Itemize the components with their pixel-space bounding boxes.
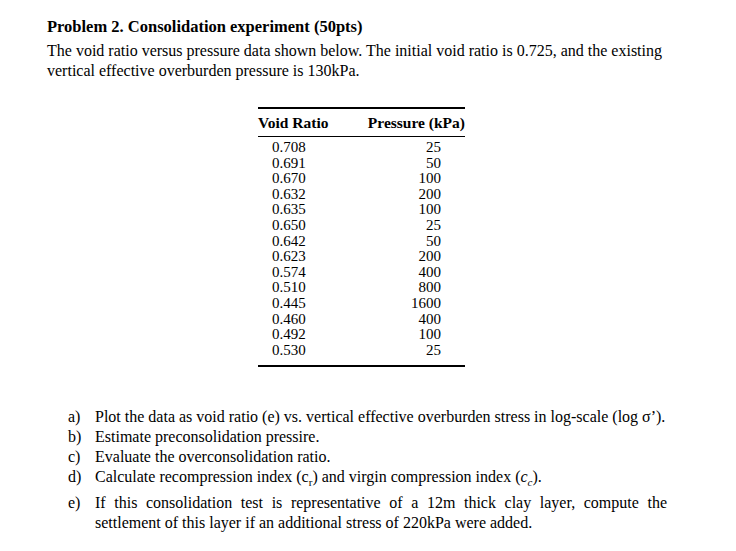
document-page: Problem 2. Consolidation experiment (50p… (0, 0, 736, 533)
table-body: 0.708250.691500.6701000.6322000.6351000.… (258, 137, 465, 367)
table-row: 0.69150 (258, 156, 465, 172)
void-ratio-pressure-table: Void Ratio Pressure (kPa) 0.708250.69150… (258, 107, 465, 367)
void-ratio-cell: 0.574 (258, 265, 345, 281)
pressure-cell: 200 (345, 249, 465, 265)
pressure-cell: 1600 (345, 296, 465, 312)
question-text: Evaluate the overconsolidation ratio. (95, 447, 667, 467)
table-row: 0.623200 (258, 249, 465, 265)
problem-title: Problem 2. Consolidation experiment (50p… (47, 17, 667, 37)
table-row: 0.70825 (258, 137, 465, 156)
pressure-cell: 25 (345, 343, 465, 367)
pressure-cell: 800 (345, 280, 465, 296)
question-item: a)Plot the data as void ratio (e) vs. ve… (68, 407, 667, 427)
void-ratio-cell: 0.632 (258, 187, 345, 203)
table-row: 0.510800 (258, 280, 465, 296)
pressure-cell: 400 (345, 265, 465, 281)
table-header-row: Void Ratio Pressure (kPa) (258, 108, 465, 137)
pressure-cell: 100 (345, 202, 465, 218)
question-item: b)Estimate preconsolidation pressire. (68, 427, 667, 447)
question-item: d)Calculate recompression index (cr) and… (68, 467, 667, 492)
table-row: 0.632200 (258, 187, 465, 203)
question-text: Calculate recompression index (cr) and v… (95, 467, 667, 492)
table-row: 0.65025 (258, 218, 465, 234)
question-label: c) (68, 447, 95, 467)
question-label: e) (68, 493, 95, 533)
pressure-column-header: Pressure (kPa) (345, 108, 465, 137)
void-ratio-cell: 0.635 (258, 202, 345, 218)
void-ratio-cell: 0.510 (258, 280, 345, 296)
pressure-cell: 25 (345, 137, 465, 156)
pressure-cell: 400 (345, 312, 465, 328)
void-ratio-cell: 0.530 (258, 343, 345, 367)
void-ratio-cell: 0.650 (258, 218, 345, 234)
pressure-cell: 100 (345, 171, 465, 187)
pressure-cell: 200 (345, 187, 465, 203)
questions-list: a)Plot the data as void ratio (e) vs. ve… (68, 407, 667, 532)
question-text: If this consolidation test is representa… (95, 493, 667, 533)
void-ratio-cell: 0.623 (258, 249, 345, 265)
table-row: 0.64250 (258, 234, 465, 250)
void-ratio-cell: 0.460 (258, 312, 345, 328)
question-label: b) (68, 427, 95, 447)
table-row: 0.492100 (258, 327, 465, 343)
question-item: e)If this consolidation test is represen… (68, 493, 667, 533)
void-ratio-cell: 0.445 (258, 296, 345, 312)
table-row: 0.635100 (258, 202, 465, 218)
void-ratio-cell: 0.691 (258, 156, 345, 172)
pressure-cell: 100 (345, 327, 465, 343)
void-ratio-cell: 0.670 (258, 171, 345, 187)
void-ratio-cell: 0.642 (258, 234, 345, 250)
void-ratio-cell: 0.708 (258, 137, 345, 156)
pressure-cell: 50 (345, 234, 465, 250)
question-label: d) (68, 467, 95, 492)
table-row: 0.460400 (258, 312, 465, 328)
question-text: Plot the data as void ratio (e) vs. vert… (95, 407, 667, 427)
question-label: a) (68, 407, 95, 427)
pressure-cell: 50 (345, 156, 465, 172)
table-row: 0.4451600 (258, 296, 465, 312)
table-row: 0.670100 (258, 171, 465, 187)
problem-intro: The void ratio versus pressure data show… (47, 41, 665, 81)
table-row: 0.574400 (258, 265, 465, 281)
question-item: c)Evaluate the overconsolidation ratio. (68, 447, 667, 467)
table-row: 0.53025 (258, 343, 465, 367)
void-ratio-cell: 0.492 (258, 327, 345, 343)
pressure-cell: 25 (345, 218, 465, 234)
question-text: Estimate preconsolidation pressire. (95, 427, 667, 447)
void-ratio-column-header: Void Ratio (258, 108, 345, 137)
